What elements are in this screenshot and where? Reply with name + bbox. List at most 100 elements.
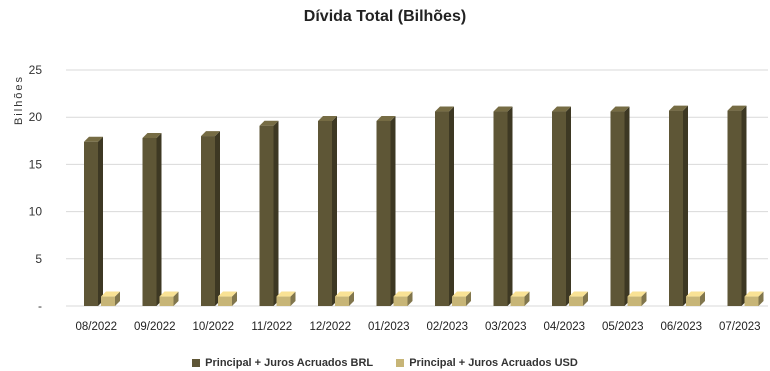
bar-usd bbox=[744, 291, 764, 306]
bar-usd bbox=[335, 291, 354, 306]
bar-side bbox=[115, 291, 120, 306]
legend-swatch-usd bbox=[396, 359, 405, 367]
bar-front bbox=[318, 120, 332, 306]
bar-side bbox=[683, 105, 688, 306]
bar-side bbox=[173, 291, 179, 306]
bar-front bbox=[452, 296, 466, 306]
x-tick-label: 03/2023 bbox=[485, 321, 527, 333]
bar-side bbox=[507, 106, 513, 306]
bar-top bbox=[276, 291, 296, 297]
bar-front bbox=[276, 296, 291, 306]
bar-brl bbox=[610, 106, 630, 306]
x-tick-label: 11/2022 bbox=[251, 321, 292, 333]
bar-brl bbox=[142, 132, 162, 306]
gridlines bbox=[66, 69, 768, 307]
bar-top bbox=[610, 106, 630, 112]
bar-side bbox=[466, 291, 471, 306]
bar-usd bbox=[101, 291, 120, 306]
bar-top bbox=[84, 136, 103, 142]
legend-item-usd: Principal + Juros Acruados USD bbox=[396, 357, 578, 369]
bar-side bbox=[390, 115, 396, 306]
bar-front bbox=[727, 110, 742, 306]
legend: Principal + Juros Acruados BRL Principal… bbox=[0, 357, 770, 370]
bars bbox=[84, 105, 764, 306]
bar-top bbox=[159, 291, 179, 297]
bar-top bbox=[201, 131, 220, 137]
bar-usd bbox=[510, 291, 530, 306]
bar-side bbox=[156, 132, 162, 306]
bar-top bbox=[493, 106, 513, 112]
bar-top bbox=[452, 291, 471, 297]
x-tick-label: 10/2022 bbox=[192, 321, 234, 333]
bar-side bbox=[273, 120, 279, 306]
bar-side bbox=[758, 291, 764, 306]
bar-usd bbox=[276, 291, 296, 306]
bar-side bbox=[641, 291, 647, 306]
x-tick-label: 04/2023 bbox=[543, 321, 585, 333]
bar-top bbox=[393, 291, 413, 297]
x-axis-ticks: 08/2022 09/2022 10/2022 11/2022 12/2022 01/20… bbox=[75, 321, 760, 333]
bar-top bbox=[727, 105, 747, 111]
x-tick-label: 05/2023 bbox=[602, 321, 644, 333]
bar-usd bbox=[393, 291, 413, 306]
bar-front bbox=[552, 111, 566, 306]
bar-brl bbox=[435, 106, 454, 306]
bar-side bbox=[98, 136, 103, 306]
bar-top bbox=[318, 115, 337, 121]
bar-top bbox=[744, 291, 764, 297]
bar-top bbox=[218, 291, 237, 297]
y-tick-label: 10 bbox=[29, 205, 43, 219]
bar-brl bbox=[552, 106, 571, 306]
bar-usd bbox=[627, 291, 647, 306]
bar-brl bbox=[727, 105, 747, 306]
x-tick-label: 09/2022 bbox=[134, 321, 176, 333]
bar-side bbox=[583, 291, 588, 306]
bar-side bbox=[624, 106, 630, 306]
bar-front bbox=[259, 125, 274, 306]
bar-side bbox=[290, 291, 296, 306]
legend-item-brl: Principal + Juros Acruados BRL bbox=[192, 357, 373, 369]
bar-front bbox=[510, 296, 525, 306]
bar-front bbox=[610, 111, 625, 306]
bar-side bbox=[349, 291, 354, 306]
x-tick-label: 08/2022 bbox=[75, 321, 117, 333]
bar-top bbox=[259, 120, 279, 126]
bar-top bbox=[376, 115, 396, 121]
bar-front bbox=[435, 111, 449, 306]
bar-front bbox=[84, 141, 98, 306]
bar-top bbox=[435, 106, 454, 112]
bar-side bbox=[332, 115, 337, 306]
bar-front bbox=[493, 111, 508, 306]
bar-top bbox=[686, 291, 705, 297]
y-tick-label: 5 bbox=[35, 252, 42, 266]
bar-usd bbox=[218, 291, 237, 306]
bar-front bbox=[376, 120, 391, 306]
bar-brl bbox=[201, 131, 220, 306]
bar-top bbox=[569, 291, 588, 297]
legend-label-brl: Principal + Juros Acruados BRL bbox=[205, 357, 374, 369]
x-tick-label: 06/2023 bbox=[660, 321, 702, 333]
bar-usd bbox=[569, 291, 588, 306]
bar-usd bbox=[452, 291, 471, 306]
chart-title: Dívida Total (Bilhões) bbox=[303, 8, 467, 25]
bar-brl bbox=[493, 106, 513, 306]
bar-usd bbox=[686, 291, 705, 306]
bar-top bbox=[510, 291, 530, 297]
bar-front bbox=[569, 296, 583, 306]
bar-side bbox=[700, 291, 705, 306]
bar-side bbox=[449, 106, 454, 306]
bar-top bbox=[627, 291, 647, 297]
bar-usd bbox=[159, 291, 179, 306]
y-tick-label: - bbox=[38, 299, 42, 313]
x-tick-label: 12/2022 bbox=[309, 321, 351, 333]
bar-front bbox=[393, 296, 408, 306]
bar-side bbox=[566, 106, 571, 306]
bar-front bbox=[627, 296, 642, 306]
bar-front bbox=[669, 110, 683, 306]
bar-side bbox=[215, 131, 220, 306]
bar-side bbox=[524, 291, 530, 306]
bar-front bbox=[744, 296, 759, 306]
x-tick-label: 01/2023 bbox=[368, 321, 410, 333]
bar-front bbox=[201, 136, 215, 306]
